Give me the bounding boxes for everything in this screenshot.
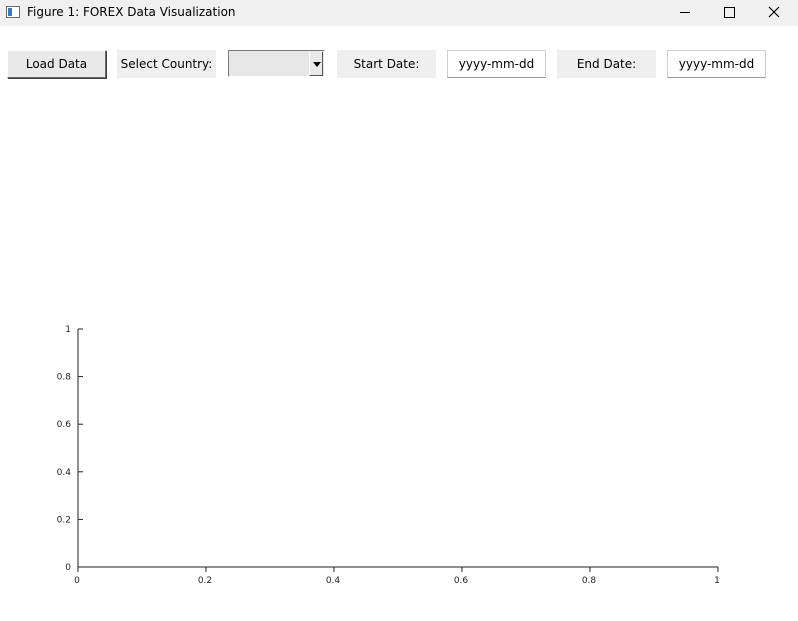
- y-tick-label: 0.2: [57, 515, 71, 525]
- y-tick-label: 1: [65, 325, 71, 335]
- title-bar: Figure 1: FOREX Data Visualization: [0, 0, 798, 26]
- end-date-label: End Date:: [557, 50, 656, 78]
- x-tick-label: 0: [74, 576, 80, 586]
- minimize-icon[interactable]: [662, 0, 706, 26]
- end-date-input[interactable]: yyyy-mm-dd: [667, 50, 766, 78]
- x-tick-label: 0.8: [582, 576, 597, 586]
- chevron-down-icon[interactable]: [309, 52, 323, 76]
- start-date-label: Start Date:: [337, 50, 436, 78]
- y-tick-label: 0.4: [57, 468, 72, 478]
- x-tick-label: 0.2: [198, 576, 212, 586]
- y-tick-label: 0.8: [57, 373, 72, 383]
- x-tick-label: 1: [714, 576, 720, 586]
- x-tick-label: 0.4: [326, 576, 341, 586]
- close-icon[interactable]: [752, 0, 796, 26]
- y-tick-label: 0.6: [57, 420, 72, 430]
- start-date-input[interactable]: yyyy-mm-dd: [447, 50, 546, 78]
- load-data-button[interactable]: Load Data: [7, 50, 106, 78]
- maximize-icon[interactable]: [707, 0, 751, 26]
- country-dropdown[interactable]: [228, 50, 325, 77]
- x-tick-label: 0.6: [454, 576, 469, 586]
- select-country-label: Select Country:: [117, 50, 216, 78]
- y-tick-label: 0: [65, 563, 71, 573]
- window-title: Figure 1: FOREX Data Visualization: [27, 5, 236, 19]
- app-icon: [6, 6, 20, 18]
